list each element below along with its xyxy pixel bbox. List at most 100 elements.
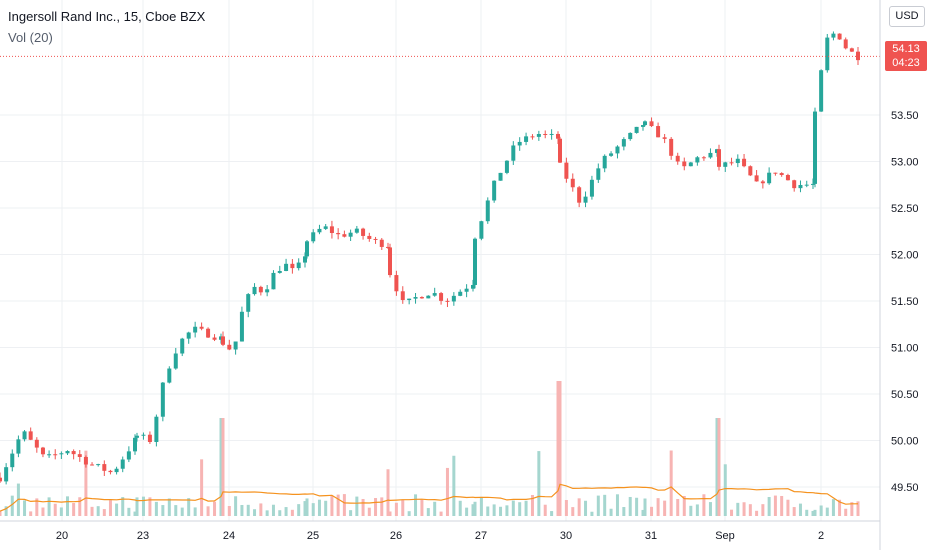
price-tick-label: 51.50 [891,296,919,308]
volume-bar [420,499,424,516]
candle-body [748,166,753,176]
time-tick-label: 24 [223,530,235,542]
volume-bar [355,496,359,516]
volume-bar [850,502,854,516]
candle-body [798,184,803,189]
volume-bar [730,509,734,516]
volume-bar [246,504,250,516]
volume-bar [584,500,588,516]
time-tick-label: Sep [715,530,735,542]
candle-body [641,125,645,127]
volume-bar [723,464,727,516]
candle-body [445,300,450,302]
candle-body [564,162,569,179]
candle-body [265,289,270,293]
candle-body [126,451,131,460]
candle-body [239,311,244,342]
candle-body [785,175,790,181]
volume-bar [596,495,600,516]
volume-bar [550,511,554,516]
candle-body [837,33,842,40]
candle-body [354,228,359,233]
volume-bar [311,503,315,516]
candle-body [303,256,307,263]
time-axis: 20 23 24 25 26 27 30 31 Sep 2 [56,530,824,542]
candle-body [160,382,165,417]
volume-bar [505,505,509,516]
candle-body [485,200,490,222]
volume-bar [819,505,823,516]
volume-bar [29,511,33,516]
candle-body [634,126,639,133]
candle-body [825,37,830,71]
candle-body [290,263,295,269]
time-tick-label: 26 [390,530,402,542]
volume-bar [161,505,165,516]
volume-bar [695,504,699,516]
candle-body [233,341,238,350]
candle-body [413,297,418,299]
volume-bar [641,509,645,516]
volume-bar [324,500,328,516]
volume-bar [715,418,719,516]
price-tick-label: 53.50 [891,110,919,122]
volume-bar [367,507,371,516]
candle-body [819,70,824,112]
volume-bar [433,501,437,516]
candle-body [373,238,378,240]
candle-body [379,239,384,247]
candle-body [133,437,137,452]
volume-bar [838,499,842,516]
candle-body [669,138,674,156]
volume-bar [278,510,282,516]
volume-bar [10,495,14,516]
candle-body [609,153,614,156]
volume-bar [59,507,63,516]
candle-body [65,451,70,454]
candle-body [754,175,759,182]
candle-body [723,162,728,167]
candle-body [10,453,15,468]
candle-body [199,326,204,329]
candle-body [570,178,575,188]
candle-body [543,133,548,135]
candle-body [135,435,139,438]
volume-bar [811,510,815,516]
volume-bar [767,497,771,516]
volume-indicator-label[interactable]: Vol (20) [8,30,53,45]
volume-bar [780,495,784,516]
candle-body [688,162,693,167]
currency-button[interactable]: USD [889,6,925,27]
candle-body [464,288,469,292]
volume-bar [240,504,244,516]
price-tick-label: 52.50 [891,203,919,215]
volume-bar [643,498,647,516]
candle-body [426,295,431,299]
volume-bar [227,505,231,516]
symbol-title[interactable]: Ingersoll Rand Inc., 15, Cboe BZX [8,9,206,24]
volume-bar [115,503,119,516]
candle-body [71,451,76,455]
price-tick-label: 52.00 [891,250,919,262]
volume-bar [303,501,307,516]
candle-body [22,431,27,440]
volume-bar [213,501,217,516]
time-tick-label: 23 [137,530,149,542]
candle-body [577,187,582,203]
candle-body [258,286,263,293]
candle-body [804,184,809,186]
candle-body [108,470,113,473]
volume-bar [682,495,686,516]
candle-body [473,238,477,285]
candle-body [180,338,185,354]
volume-bar [265,510,269,516]
candle-body [323,226,328,229]
candle-body [167,368,172,383]
volume-bar [167,498,171,516]
volume-bar [221,418,225,516]
candle-body [284,263,289,271]
candle-body [742,158,747,167]
candle-body [212,337,217,340]
volume-bar [773,495,777,516]
